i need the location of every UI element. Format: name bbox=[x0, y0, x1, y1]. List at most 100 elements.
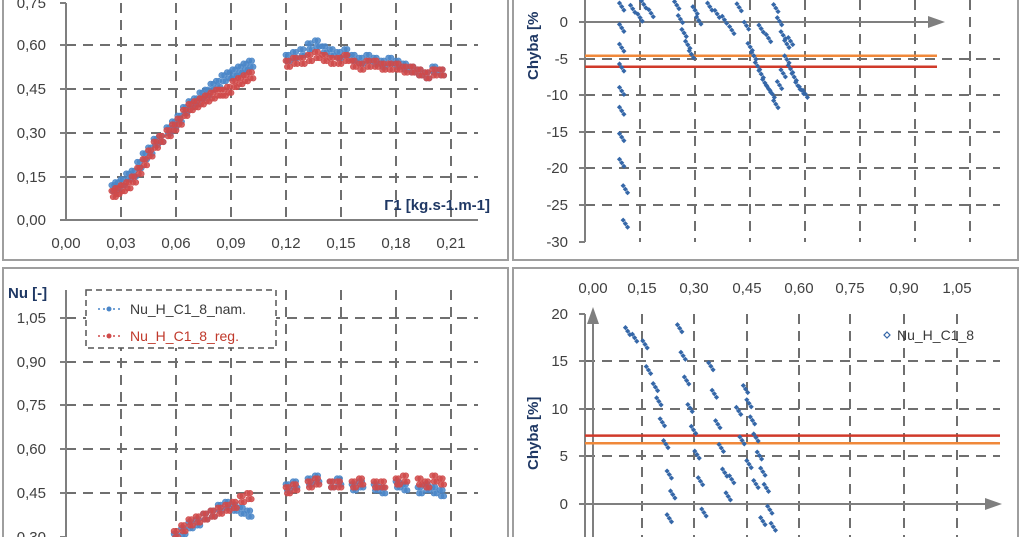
data-point bbox=[643, 363, 649, 370]
data-point bbox=[439, 66, 446, 73]
data-point bbox=[292, 481, 299, 488]
data-point bbox=[768, 520, 774, 526]
data-point bbox=[692, 448, 698, 454]
x-tick-label: 0,75 bbox=[835, 280, 864, 297]
data-point bbox=[424, 478, 431, 485]
data-point bbox=[657, 416, 663, 422]
arrow-head bbox=[928, 16, 945, 28]
data-point bbox=[749, 49, 755, 55]
data-point bbox=[286, 490, 294, 497]
data-point bbox=[756, 22, 762, 28]
data-point bbox=[246, 507, 254, 514]
data-point bbox=[668, 475, 675, 481]
data-point bbox=[173, 127, 180, 134]
data-point bbox=[308, 57, 316, 65]
data-point bbox=[767, 87, 773, 93]
data-point bbox=[642, 341, 648, 347]
data-point bbox=[396, 481, 404, 488]
data-point bbox=[763, 485, 769, 491]
data-point bbox=[316, 481, 323, 488]
data-point bbox=[755, 438, 761, 444]
data-point bbox=[645, 367, 652, 373]
data-point bbox=[763, 32, 769, 38]
data-point bbox=[693, 430, 699, 436]
data-point bbox=[718, 445, 724, 451]
data-point bbox=[417, 475, 424, 482]
data-point bbox=[727, 497, 733, 503]
data-point bbox=[780, 70, 786, 76]
data-point bbox=[619, 45, 625, 51]
data-point bbox=[771, 1, 777, 8]
data-point bbox=[228, 89, 235, 96]
data-point bbox=[307, 51, 314, 59]
data-point bbox=[226, 507, 233, 514]
data-point bbox=[762, 80, 768, 86]
x-tick-label: 0,60 bbox=[784, 280, 813, 297]
data-point bbox=[410, 63, 417, 70]
y-tick-label: 0 bbox=[560, 496, 568, 513]
data-point bbox=[619, 25, 625, 31]
x-tick-label: 0,09 bbox=[216, 235, 245, 252]
data-point bbox=[776, 82, 783, 88]
data-point bbox=[622, 325, 629, 331]
data-point bbox=[351, 57, 358, 64]
panel-frame bbox=[512, 267, 1019, 537]
data-point bbox=[754, 449, 760, 455]
y-tick-label: -10 bbox=[546, 87, 568, 104]
data-point bbox=[621, 28, 627, 34]
data-point bbox=[650, 14, 656, 20]
data-point bbox=[619, 88, 625, 94]
x-tick-label: 1,05 bbox=[942, 280, 971, 297]
data-point bbox=[748, 404, 754, 410]
data-point bbox=[616, 156, 623, 162]
data-point bbox=[774, 15, 780, 21]
data-point bbox=[402, 472, 409, 479]
data-point bbox=[619, 4, 625, 10]
data-point bbox=[616, 104, 623, 110]
data-point bbox=[744, 397, 750, 403]
data-point bbox=[709, 387, 715, 393]
data-point bbox=[706, 360, 712, 366]
x-tick-label: 0,21 bbox=[436, 235, 465, 252]
data-point bbox=[404, 478, 411, 485]
data-point bbox=[655, 388, 661, 394]
x-tick-label: 0,12 bbox=[271, 235, 300, 252]
x-tick-label: 0,00 bbox=[51, 235, 80, 252]
data-point bbox=[703, 513, 709, 519]
data-point bbox=[685, 401, 691, 408]
data-point bbox=[779, 85, 785, 92]
data-point bbox=[307, 40, 314, 47]
data-point bbox=[747, 44, 753, 50]
x-tick-label: 0,30 bbox=[679, 280, 708, 297]
data-point bbox=[704, 0, 711, 6]
data-point bbox=[710, 367, 716, 373]
y-tick-label: 0,30 bbox=[17, 125, 46, 142]
data-point bbox=[344, 51, 351, 59]
data-point bbox=[696, 17, 702, 24]
data-point bbox=[690, 427, 697, 433]
data-point bbox=[239, 492, 246, 500]
data-point bbox=[680, 353, 686, 359]
data-point bbox=[687, 405, 693, 411]
data-point bbox=[707, 4, 713, 10]
data-point bbox=[741, 19, 747, 25]
data-point bbox=[352, 484, 360, 491]
x-tick-label: 0,15 bbox=[627, 280, 656, 297]
data-point bbox=[790, 41, 796, 48]
x-axis-label: Γ1 [kg.s-1.m-1] bbox=[384, 197, 490, 214]
data-point bbox=[754, 63, 761, 69]
data-point bbox=[782, 74, 788, 80]
data-point bbox=[736, 4, 742, 10]
data-point bbox=[624, 190, 631, 196]
data-point bbox=[748, 465, 754, 471]
data-point bbox=[719, 466, 726, 472]
data-point bbox=[358, 475, 365, 482]
data-point bbox=[439, 487, 446, 494]
data-point bbox=[336, 54, 343, 61]
data-point bbox=[796, 84, 802, 90]
data-point bbox=[675, 12, 681, 19]
data-point bbox=[729, 27, 735, 33]
data-point bbox=[740, 382, 746, 389]
data-point bbox=[696, 455, 702, 461]
data-point bbox=[619, 108, 625, 114]
